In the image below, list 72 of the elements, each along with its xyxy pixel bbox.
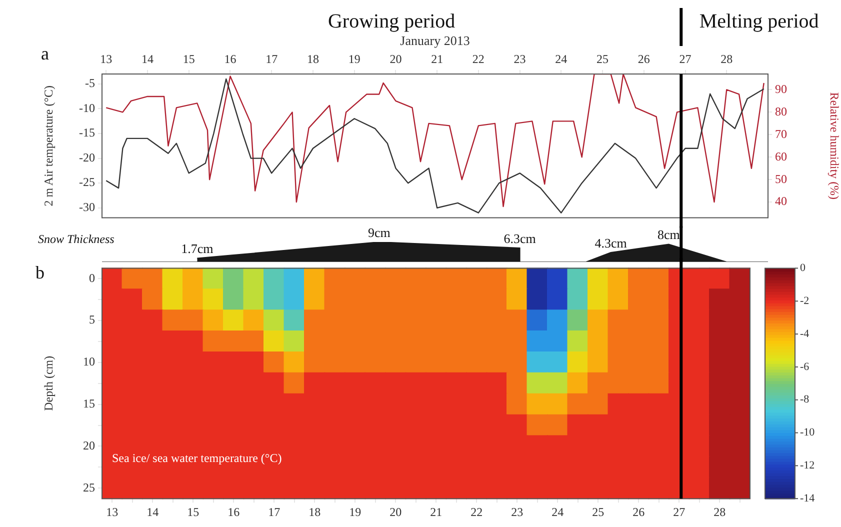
x-tick-label: 19 <box>349 504 362 519</box>
color-bar-label: -2 <box>800 295 810 308</box>
y-axis-title: Snow Thickness <box>38 232 115 246</box>
x-tick-label: 19 <box>348 52 360 66</box>
x-tick-label: 24 <box>552 504 564 519</box>
text: a <box>41 44 49 64</box>
color-bar-label: -8 <box>800 394 810 406</box>
x-tick-label: 20 <box>390 52 402 66</box>
y-tick-label: 20 <box>83 438 95 452</box>
x-tick-label: 17 <box>266 52 278 66</box>
y-tick-label: 15 <box>83 396 95 410</box>
data-label: 9cm <box>368 224 390 240</box>
x-axis-title: January 2013 <box>400 33 470 48</box>
x-tick-label: 18 <box>308 504 321 519</box>
y-tick-label: 5 <box>89 312 95 327</box>
color-bar-label: -10 <box>800 426 816 439</box>
y2-tick-label: 80 <box>775 104 787 118</box>
y-tick-label: 10 <box>83 354 95 369</box>
y-tick-label: 25 <box>83 480 95 494</box>
color-bar-label: -12 <box>800 460 815 472</box>
color-bar-label: -6 <box>800 360 810 373</box>
y-axis-title: 2 m Air temperature (°C) <box>41 86 56 206</box>
y-tick-label: -25 <box>79 175 95 190</box>
x-tick-label: 15 <box>182 52 195 66</box>
x-tick-label: 28 <box>714 504 726 519</box>
text: b <box>36 262 44 283</box>
x-tick-label: 21 <box>431 52 444 66</box>
y2-axis-title: Relative humidity (%) <box>828 92 841 200</box>
x-tick-label: 17 <box>268 504 280 519</box>
y2-tick-label: 70 <box>775 126 787 141</box>
y-tick-label: -30 <box>79 200 95 214</box>
x-tick-label: 25 <box>592 504 604 519</box>
data-label: 6.3cm <box>504 230 536 246</box>
y2-tick-label: 60 <box>775 149 787 164</box>
data-label: 1.7cm <box>181 241 214 256</box>
x-tick-label: 18 <box>306 52 319 66</box>
y-tick-label: -10 <box>79 100 95 115</box>
x-tick-label: 28 <box>720 52 733 66</box>
color-bar-label: 0 <box>800 262 806 274</box>
y2-tick-label: 90 <box>775 82 787 96</box>
color-bar-label: -14 <box>800 492 816 504</box>
x-tick-label: 14 <box>146 504 159 519</box>
x-tick-label: 25 <box>596 52 609 66</box>
x-tick-label: 22 <box>470 504 483 519</box>
x-tick-label: 14 <box>142 52 154 66</box>
x-tick-label: 26 <box>638 52 650 66</box>
x-tick-label: 21 <box>430 504 442 519</box>
color-bar-label: -4 <box>800 328 810 340</box>
x-tick-label: 20 <box>390 504 402 519</box>
y-tick-label: -20 <box>79 150 95 164</box>
x-tick-label: 23 <box>511 504 524 519</box>
x-tick-label: 16 <box>228 504 240 519</box>
x-tick-label: 22 <box>472 52 484 66</box>
x-tick-label: 13 <box>106 504 118 519</box>
annotation: Sea ice/ sea water temperature (°C) <box>112 450 282 465</box>
x-tick-label: 26 <box>632 504 645 519</box>
y-axis-title: Depth (cm) <box>41 356 56 411</box>
x-tick-label: 27 <box>679 52 692 66</box>
x-tick-label: 15 <box>187 504 200 519</box>
y-tick-label: -15 <box>79 126 95 140</box>
x-tick-label: 16 <box>224 52 236 66</box>
text: Melting period <box>699 10 819 32</box>
y2-tick-label: 50 <box>775 172 787 186</box>
text: Growing period <box>328 10 456 32</box>
x-tick-label: 27 <box>673 504 686 519</box>
y-tick-label: 0 <box>89 270 95 285</box>
data-label: 4.3cm <box>594 235 627 250</box>
y2-tick-label: 40 <box>775 194 787 208</box>
y-tick-label: -5 <box>85 76 95 90</box>
x-tick-label: 23 <box>514 52 526 66</box>
x-tick-label: 13 <box>100 52 112 66</box>
x-tick-label: 24 <box>555 52 568 66</box>
